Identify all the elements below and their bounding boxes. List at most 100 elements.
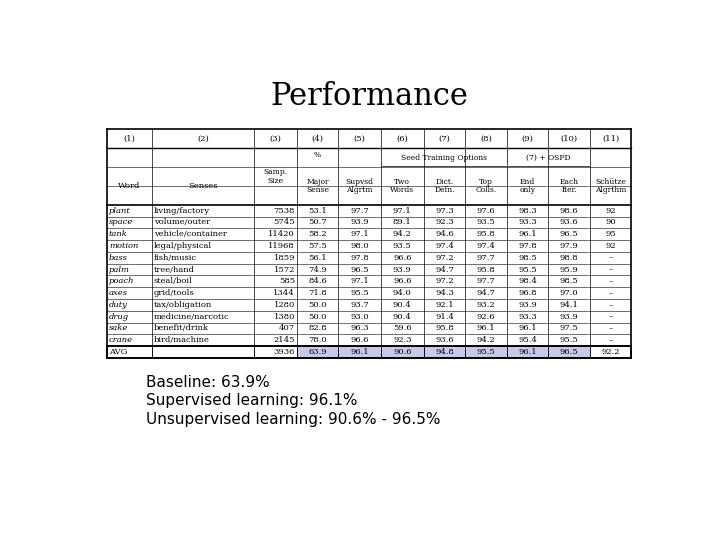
Text: 5745: 5745 xyxy=(274,218,295,226)
Text: 97.0: 97.0 xyxy=(559,289,578,297)
Text: 93.3: 93.3 xyxy=(518,218,537,226)
Text: 97.5: 97.5 xyxy=(559,325,578,333)
Text: 94.8: 94.8 xyxy=(435,348,454,356)
Text: 11420: 11420 xyxy=(269,230,295,238)
Text: 71.8: 71.8 xyxy=(308,289,327,297)
Text: 93.5: 93.5 xyxy=(477,218,495,226)
Text: crane: crane xyxy=(109,336,133,345)
Text: 97.8: 97.8 xyxy=(350,254,369,262)
Text: bird/machine: bird/machine xyxy=(153,336,210,345)
Text: 96.8: 96.8 xyxy=(518,289,537,297)
Text: 93.6: 93.6 xyxy=(559,218,578,226)
Text: Two
Words: Two Words xyxy=(390,178,415,194)
Text: Senses: Senses xyxy=(188,182,217,190)
Text: 96.1: 96.1 xyxy=(518,325,537,333)
Text: steal/boil: steal/boil xyxy=(153,278,192,285)
Text: 97.1: 97.1 xyxy=(393,207,412,214)
Text: End
only: End only xyxy=(520,178,536,194)
Text: 50.7: 50.7 xyxy=(308,218,327,226)
Text: 97.2: 97.2 xyxy=(435,278,454,285)
Text: 95: 95 xyxy=(605,230,616,238)
Text: drug: drug xyxy=(109,313,129,321)
Text: 95.5: 95.5 xyxy=(350,289,369,297)
Text: 50.0: 50.0 xyxy=(308,301,327,309)
Text: –: – xyxy=(608,336,613,345)
Text: legal/physical: legal/physical xyxy=(153,242,212,250)
Text: Word: Word xyxy=(118,182,140,190)
Text: 97.4: 97.4 xyxy=(477,242,495,250)
Text: 2145: 2145 xyxy=(274,336,295,345)
Text: Each
Iter.: Each Iter. xyxy=(559,178,579,194)
Text: 93.9: 93.9 xyxy=(350,218,369,226)
Text: 89.1: 89.1 xyxy=(393,218,412,226)
Text: 94.6: 94.6 xyxy=(435,230,454,238)
Text: 93.7: 93.7 xyxy=(350,301,369,309)
Text: (1): (1) xyxy=(123,134,135,143)
Text: 96.1: 96.1 xyxy=(518,348,537,356)
Text: Seed Training Options: Seed Training Options xyxy=(401,153,487,161)
Text: vehicle/container: vehicle/container xyxy=(153,230,227,238)
Text: axes: axes xyxy=(109,289,128,297)
Text: –: – xyxy=(608,313,613,321)
Text: 92.3: 92.3 xyxy=(393,336,412,345)
Text: 93.9: 93.9 xyxy=(393,266,412,274)
Text: Unsupervised learning: 90.6% - 96.5%: Unsupervised learning: 90.6% - 96.5% xyxy=(145,412,441,427)
Text: (3): (3) xyxy=(269,134,282,143)
Text: Major
Sense: Major Sense xyxy=(306,178,329,194)
Text: volume/outer: volume/outer xyxy=(153,218,210,226)
Text: medicine/narcotic: medicine/narcotic xyxy=(153,313,230,321)
Text: poach: poach xyxy=(109,278,135,285)
Text: 96.5: 96.5 xyxy=(559,230,578,238)
Text: 96.1: 96.1 xyxy=(350,348,369,356)
Text: 93.9: 93.9 xyxy=(518,301,537,309)
Bar xyxy=(548,346,590,358)
Bar xyxy=(423,346,465,358)
Text: 1859: 1859 xyxy=(274,254,295,262)
Text: 57.5: 57.5 xyxy=(308,242,327,250)
Text: tax/obligation: tax/obligation xyxy=(153,301,212,309)
Text: 98.5: 98.5 xyxy=(559,278,578,285)
Text: 98.4: 98.4 xyxy=(518,278,537,285)
Text: 97.8: 97.8 xyxy=(518,242,537,250)
Text: 94.2: 94.2 xyxy=(393,230,412,238)
Text: benefit/drink: benefit/drink xyxy=(153,325,209,333)
Text: Supervised learning: 96.1%: Supervised learning: 96.1% xyxy=(145,393,357,408)
Text: 96.6: 96.6 xyxy=(351,336,369,345)
Text: 98.0: 98.0 xyxy=(350,242,369,250)
Text: 78.0: 78.0 xyxy=(308,336,327,345)
Text: 97.1: 97.1 xyxy=(350,278,369,285)
Text: Top
Colls.: Top Colls. xyxy=(475,178,497,194)
Text: 96.6: 96.6 xyxy=(393,254,412,262)
Text: Supvsd
Algrtm: Supvsd Algrtm xyxy=(346,178,374,194)
Text: –: – xyxy=(608,301,613,309)
Text: 407: 407 xyxy=(279,325,295,333)
Text: –: – xyxy=(608,254,613,262)
Text: 97.1: 97.1 xyxy=(350,230,369,238)
Text: grid/tools: grid/tools xyxy=(153,289,194,297)
Text: (11): (11) xyxy=(602,134,619,143)
Text: (7) + OSPD: (7) + OSPD xyxy=(526,153,570,161)
Text: 1344: 1344 xyxy=(274,289,295,297)
Text: living/factory: living/factory xyxy=(153,207,210,214)
Text: 92: 92 xyxy=(606,207,616,214)
Text: –: – xyxy=(608,289,613,297)
Text: (9): (9) xyxy=(521,134,534,143)
Text: Samp.
Size: Samp. Size xyxy=(264,168,287,185)
Text: AVG: AVG xyxy=(109,348,127,356)
Text: (5): (5) xyxy=(354,134,366,143)
Text: bass: bass xyxy=(109,254,128,262)
Text: 92.1: 92.1 xyxy=(435,301,454,309)
Text: tank: tank xyxy=(109,230,128,238)
Text: 95.4: 95.4 xyxy=(518,336,537,345)
Text: 74.9: 74.9 xyxy=(308,266,327,274)
Text: (4): (4) xyxy=(312,134,323,143)
Text: 93.6: 93.6 xyxy=(435,336,454,345)
Text: 97.9: 97.9 xyxy=(559,242,578,250)
Text: %: % xyxy=(314,152,321,159)
Text: 95.5: 95.5 xyxy=(559,336,578,345)
Bar xyxy=(507,346,548,358)
Text: 1572: 1572 xyxy=(274,266,295,274)
Text: 90.6: 90.6 xyxy=(393,348,412,356)
Text: 96.5: 96.5 xyxy=(350,266,369,274)
Text: 93.3: 93.3 xyxy=(518,313,537,321)
